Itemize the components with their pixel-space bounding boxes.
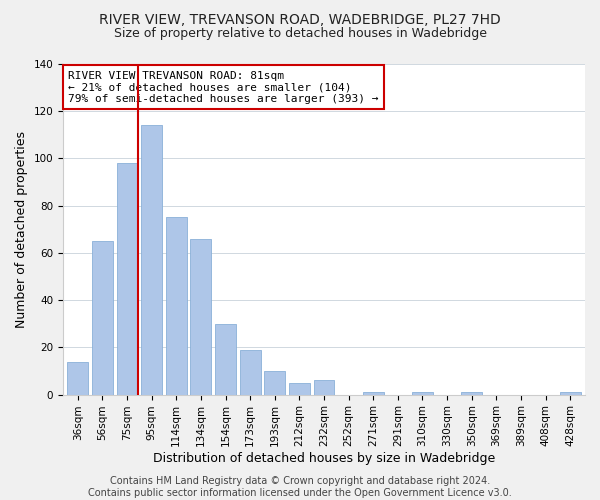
Bar bbox=[141, 126, 162, 394]
Text: RIVER VIEW TREVANSON ROAD: 81sqm
← 21% of detached houses are smaller (104)
79% : RIVER VIEW TREVANSON ROAD: 81sqm ← 21% o… bbox=[68, 70, 379, 104]
X-axis label: Distribution of detached houses by size in Wadebridge: Distribution of detached houses by size … bbox=[153, 452, 495, 465]
Bar bbox=[67, 362, 88, 394]
Bar bbox=[412, 392, 433, 394]
Y-axis label: Number of detached properties: Number of detached properties bbox=[15, 131, 28, 328]
Bar bbox=[215, 324, 236, 394]
Bar bbox=[190, 238, 211, 394]
Bar bbox=[116, 163, 137, 394]
Bar bbox=[461, 392, 482, 394]
Bar bbox=[289, 383, 310, 394]
Text: Contains HM Land Registry data © Crown copyright and database right 2024.
Contai: Contains HM Land Registry data © Crown c… bbox=[88, 476, 512, 498]
Text: RIVER VIEW, TREVANSON ROAD, WADEBRIDGE, PL27 7HD: RIVER VIEW, TREVANSON ROAD, WADEBRIDGE, … bbox=[99, 12, 501, 26]
Bar bbox=[265, 371, 285, 394]
Bar bbox=[166, 218, 187, 394]
Text: Size of property relative to detached houses in Wadebridge: Size of property relative to detached ho… bbox=[113, 28, 487, 40]
Bar bbox=[92, 241, 113, 394]
Bar bbox=[314, 380, 334, 394]
Bar bbox=[560, 392, 581, 394]
Bar bbox=[239, 350, 260, 395]
Bar bbox=[363, 392, 384, 394]
